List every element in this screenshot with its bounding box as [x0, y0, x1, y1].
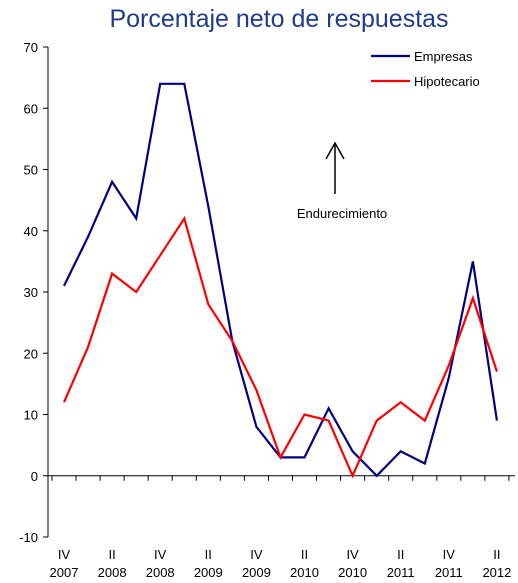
x-tick-year-label: 2009: [242, 565, 271, 580]
x-tick-quarter-label: II: [108, 547, 115, 562]
y-tick-label: 40: [24, 224, 38, 239]
y-tick-label: 0: [31, 469, 38, 484]
legend-label: Hipotecario: [414, 74, 480, 89]
y-tick-label: -10: [19, 530, 38, 545]
x-tick-year-label: 2011: [435, 565, 463, 580]
series-line-empresas: [63, 82, 498, 478]
x-tick-quarter-label: II: [397, 547, 404, 562]
x-tick-year-label: 2011: [387, 565, 415, 580]
chart-title: Porcentaje neto de respuestas: [109, 5, 448, 33]
x-tick-year-label: 2012: [482, 565, 511, 580]
series: [62, 82, 498, 479]
x-tick-quarter-label: IV: [154, 547, 167, 562]
x-tick-quarter-label: IV: [346, 547, 359, 562]
x-tick-year-label: 2010: [338, 565, 367, 580]
annotation: Endurecimiento: [297, 141, 387, 221]
y-tick-label: 10: [24, 408, 38, 423]
x-tick-quarter-label: IV: [443, 547, 456, 562]
y-tick-label: 50: [24, 163, 38, 178]
x-tick-year-label: 2010: [290, 565, 319, 580]
x-tick-quarter-label: IV: [58, 547, 71, 562]
x-tick-quarter-label: II: [493, 547, 500, 562]
x-axis-ticks: IV 2007 II 2008 IV 2008 II 2009 IV 2009 II 2010 IV 20…: [50, 475, 511, 580]
y-tick-label: 20: [24, 346, 38, 361]
y-tick-label: 70: [24, 40, 38, 55]
legend-label: Empresas: [414, 49, 473, 64]
y-tick-label: 30: [24, 285, 38, 300]
series-line-hipotecario: [62, 215, 498, 479]
x-tick-year-label: 2007: [50, 565, 79, 580]
annotation-text: Endurecimiento: [297, 206, 387, 221]
legend: Empresas Hipotecario: [371, 49, 480, 89]
x-tick-year-label: 2008: [98, 565, 127, 580]
x-tick-quarter-label: II: [205, 547, 212, 562]
x-tick-quarter-label: II: [301, 547, 308, 562]
axes: [47, 47, 515, 537]
x-tick-quarter-label: IV: [250, 547, 263, 562]
x-tick-year-label: 2009: [194, 565, 223, 580]
y-tick-label: 60: [24, 101, 38, 116]
up-arrow-head-icon: [325, 141, 345, 160]
x-tick-year-label: 2008: [146, 565, 175, 580]
y-axis-ticks: -10 0 10 20 30 40 50 60 70: [19, 40, 48, 545]
